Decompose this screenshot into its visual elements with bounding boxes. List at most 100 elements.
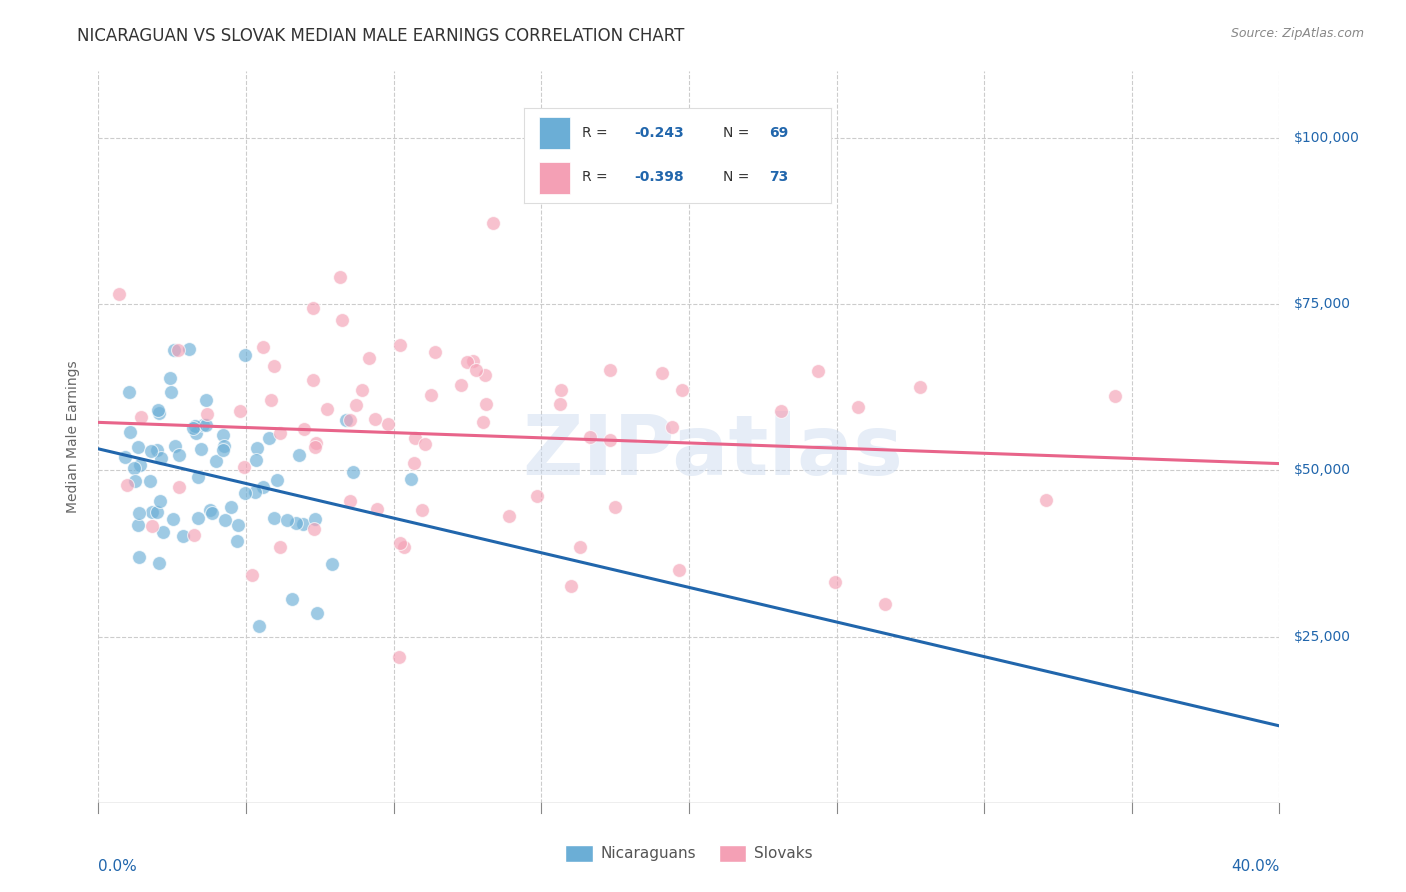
- Point: [260, 392, 283, 407]
- Point: [302, 301, 325, 315]
- Point: [141, 505, 163, 519]
- Point: [194, 392, 217, 407]
- Point: [233, 348, 256, 362]
- Point: [599, 434, 621, 448]
- Point: [240, 567, 263, 582]
- Point: [560, 579, 582, 593]
- Point: [211, 443, 233, 458]
- Point: [276, 513, 298, 527]
- Point: [141, 519, 163, 533]
- Point: [285, 516, 308, 530]
- Point: [668, 563, 690, 577]
- Point: [214, 513, 236, 527]
- Point: [450, 377, 472, 392]
- Point: [661, 420, 683, 434]
- Point: [148, 403, 170, 417]
- Point: [305, 435, 328, 450]
- Point: [172, 529, 194, 543]
- Point: [214, 439, 236, 453]
- Point: [824, 575, 846, 590]
- Point: [128, 550, 150, 565]
- Point: [651, 366, 673, 380]
- Point: [252, 340, 274, 354]
- Text: $50,000: $50,000: [1295, 463, 1351, 477]
- Point: [152, 524, 174, 539]
- Point: [352, 384, 374, 398]
- Point: [329, 269, 352, 284]
- Text: Source: ZipAtlas.com: Source: ZipAtlas.com: [1230, 27, 1364, 40]
- Point: [233, 460, 256, 475]
- Point: [305, 606, 328, 620]
- Point: [404, 431, 426, 445]
- Point: [456, 355, 478, 369]
- Point: [263, 359, 285, 373]
- Point: [339, 412, 361, 426]
- Point: [122, 460, 145, 475]
- Point: [269, 426, 291, 441]
- Point: [211, 427, 233, 442]
- Point: [233, 485, 256, 500]
- Point: [498, 509, 520, 524]
- Point: [399, 472, 422, 486]
- Point: [129, 458, 152, 473]
- Point: [183, 528, 205, 542]
- Point: [302, 522, 325, 536]
- Point: [195, 407, 218, 421]
- Point: [127, 518, 149, 533]
- Point: [191, 417, 214, 432]
- Point: [292, 422, 315, 436]
- Point: [304, 440, 326, 454]
- Point: [464, 362, 486, 376]
- Point: [415, 437, 437, 451]
- Point: [146, 443, 169, 458]
- Point: [388, 649, 411, 664]
- Point: [200, 503, 222, 517]
- Point: [219, 500, 242, 514]
- Point: [330, 313, 353, 327]
- Point: [474, 368, 496, 382]
- Point: [411, 502, 433, 516]
- Point: [388, 536, 411, 550]
- Point: [114, 450, 136, 464]
- Point: [269, 541, 291, 555]
- Point: [526, 490, 548, 504]
- Point: [149, 494, 172, 508]
- Point: [148, 556, 170, 570]
- Point: [344, 399, 367, 413]
- Point: [569, 540, 592, 554]
- Point: [139, 474, 162, 488]
- Point: [115, 477, 138, 491]
- Point: [177, 342, 200, 356]
- Point: [184, 419, 207, 434]
- Text: $25,000: $25,000: [1295, 630, 1351, 643]
- Point: [257, 431, 280, 445]
- Legend: Nicaraguans, Slovaks: Nicaraguans, Slovaks: [560, 838, 818, 868]
- Point: [599, 363, 621, 377]
- Point: [195, 418, 218, 433]
- Point: [377, 417, 399, 431]
- Point: [910, 380, 932, 394]
- Text: $100,000: $100,000: [1295, 131, 1360, 145]
- Point: [875, 598, 897, 612]
- Point: [471, 415, 494, 429]
- Text: NICARAGUAN VS SLOVAK MEDIAN MALE EARNINGS CORRELATION CHART: NICARAGUAN VS SLOVAK MEDIAN MALE EARNING…: [77, 27, 685, 45]
- Point: [139, 444, 162, 458]
- Point: [148, 406, 170, 420]
- Point: [204, 454, 226, 468]
- Text: $75,000: $75,000: [1295, 297, 1351, 311]
- Point: [201, 507, 224, 521]
- Point: [226, 517, 249, 532]
- Point: [163, 439, 186, 453]
- Point: [145, 505, 167, 519]
- Point: [181, 421, 204, 435]
- Point: [364, 412, 387, 426]
- Point: [288, 449, 311, 463]
- Point: [342, 465, 364, 479]
- Point: [316, 401, 339, 416]
- Point: [167, 448, 190, 462]
- Point: [335, 412, 357, 426]
- Point: [389, 337, 412, 351]
- Point: [127, 440, 149, 454]
- Point: [245, 453, 267, 467]
- Point: [129, 410, 152, 425]
